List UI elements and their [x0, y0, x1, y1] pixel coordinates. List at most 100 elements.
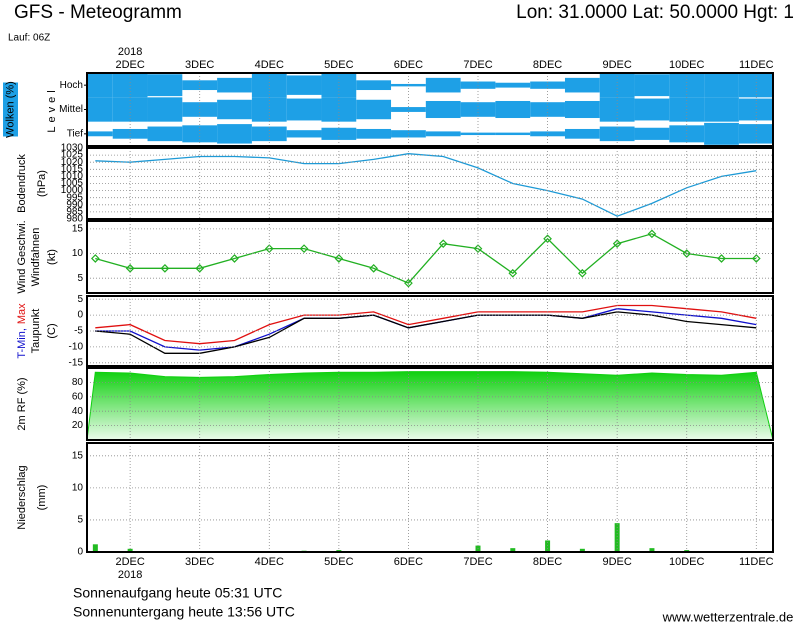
cloud-cover	[356, 99, 392, 120]
cloud-cover	[495, 100, 531, 119]
axis-label: Level	[46, 86, 58, 132]
data-point	[230, 254, 239, 263]
cloud-cover	[564, 77, 600, 93]
bar	[649, 548, 655, 552]
data-area	[86, 371, 774, 441]
y-tick-label: 15	[72, 224, 84, 235]
y-tick-label: 80	[72, 377, 84, 388]
axis-label: (C)	[46, 323, 58, 338]
cloud-cover	[495, 82, 531, 88]
y-tick-label: 1015	[61, 164, 84, 175]
series-legend: T-Min, Max	[16, 303, 28, 359]
x-tick-label: 5DEC	[324, 556, 353, 568]
x-tick-label: 2DEC	[115, 556, 144, 568]
data-point	[508, 268, 518, 278]
axis-label: Windfahnen	[30, 228, 42, 287]
page-title: GFS - Meteogramm	[14, 2, 182, 23]
cloud-cover	[87, 97, 113, 122]
data-line	[95, 311, 757, 354]
y-tick-label: 5	[77, 515, 83, 526]
y-tick-label: 5	[77, 294, 83, 305]
cloud-cover	[286, 130, 322, 138]
cloud-cover	[147, 97, 183, 122]
cloud-cover	[564, 100, 600, 119]
sunset: Sonnenuntergang heute 13:56 UTC	[73, 604, 295, 620]
axis-label: (hPa)	[36, 170, 48, 197]
y-tick-label: 60	[72, 391, 84, 402]
bar	[510, 548, 516, 552]
cloud-cover	[356, 128, 392, 139]
y-tick-label: 0	[77, 547, 83, 558]
x-tick-label: 11DEC	[739, 556, 774, 568]
cloud-cover	[425, 77, 461, 93]
data-point	[160, 263, 170, 273]
run-time: Lauf: 06Z	[8, 33, 50, 44]
cloud-cover	[634, 127, 670, 140]
cloud-cover	[147, 74, 183, 97]
source: www.wetterzentrale.de	[662, 609, 794, 624]
y-tick-label: 0	[77, 310, 83, 321]
legend-entry: Taupunkt	[30, 309, 42, 354]
y-tick-label: 20	[72, 420, 84, 431]
y-tick-label: 985	[66, 207, 83, 218]
data-line	[95, 153, 757, 217]
cloud-cover	[217, 124, 252, 144]
y-tick-label: 1025	[61, 150, 84, 161]
data-point	[612, 239, 622, 249]
legend-entry: 2m RF (%)	[16, 377, 28, 430]
cloud-cover	[286, 75, 322, 95]
y-tick-label: 40	[72, 406, 84, 417]
level-label: Tief	[67, 128, 84, 139]
bar	[92, 544, 98, 552]
y-tick-label: -15	[69, 357, 84, 368]
x-tick-label: 3DEC	[185, 59, 214, 71]
level-label: Mittel	[59, 104, 83, 115]
y-tick-label: 1005	[61, 178, 84, 189]
y-tick-label: -10	[69, 342, 84, 353]
bar	[127, 548, 133, 552]
legend-entry: Wind Geschwi.	[16, 220, 28, 293]
data-point	[299, 244, 309, 253]
x-tick-label: 6DEC	[394, 556, 423, 568]
panel-background	[87, 443, 773, 552]
cloud-cover	[495, 132, 531, 136]
y-tick-label: 5	[77, 273, 83, 284]
cloud-cover	[425, 100, 461, 119]
data-line	[95, 304, 757, 345]
axis-label: Niederschlag	[16, 465, 28, 529]
axis-label: (kt)	[46, 249, 58, 265]
cloud-cover	[286, 98, 322, 121]
x-tick-label: 9DEC	[602, 556, 631, 568]
x-tick-label: 8DEC	[533, 59, 562, 71]
x-tick-label: 6DEC	[394, 59, 423, 71]
year-label: 2018	[118, 569, 142, 581]
bar	[579, 548, 585, 552]
y-tick-label: 980	[66, 214, 83, 225]
data-point	[369, 263, 378, 273]
year-label: 2018	[118, 46, 142, 58]
data-point	[264, 244, 274, 253]
x-tick-label: 2DEC	[115, 59, 144, 71]
cloud-cover	[217, 99, 252, 120]
x-tick-label: 7DEC	[463, 556, 492, 568]
y-tick-label: -5	[74, 326, 83, 337]
cloud-cover	[87, 73, 113, 98]
cloud-cover	[634, 98, 670, 121]
y-tick-label: 990	[66, 199, 83, 210]
data-point	[438, 239, 448, 249]
panel-frame	[86, 220, 774, 294]
y-tick-label: 1010	[61, 171, 84, 182]
y-tick-label: 10	[72, 483, 84, 494]
legend-entry: Max	[16, 303, 28, 324]
x-tick-label: 5DEC	[324, 59, 353, 71]
x-tick-label: 4DEC	[255, 556, 284, 568]
x-tick-label: 10DEC	[669, 556, 705, 568]
data-point	[125, 263, 135, 273]
panel-frame	[86, 72, 774, 147]
y-tick-label: 10	[72, 248, 84, 259]
x-tick-label: 10DEC	[669, 59, 705, 71]
cloud-label: Wolken (%)	[4, 81, 16, 138]
panel-frame	[86, 367, 774, 441]
data-point	[751, 254, 761, 263]
